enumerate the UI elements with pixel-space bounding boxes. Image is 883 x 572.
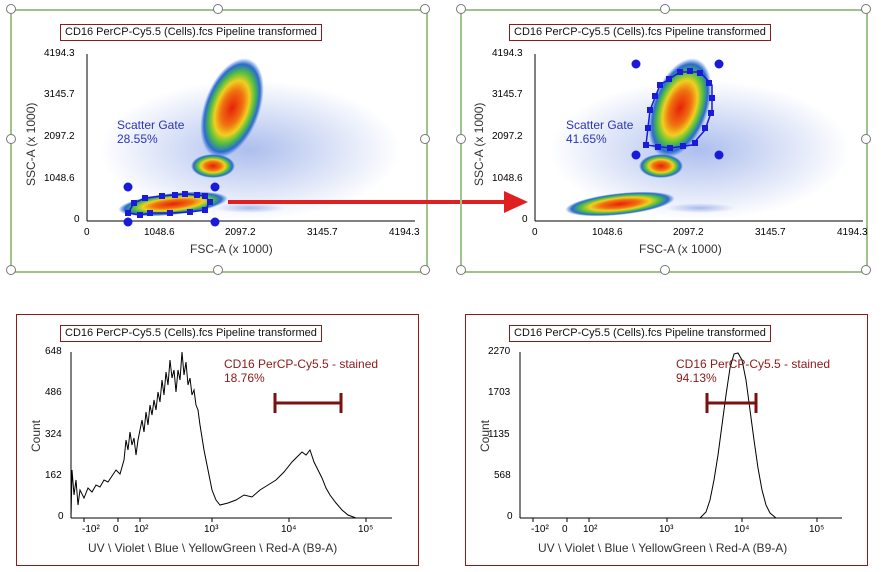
resize-handle[interactable] (861, 265, 871, 275)
x-axis-label: FSC-A (x 1000) (190, 242, 273, 256)
resize-handle[interactable] (6, 134, 16, 144)
y-tick: 1703 (488, 387, 511, 398)
y-axis-label: Count (478, 419, 492, 452)
y-tick: 486 (45, 387, 62, 398)
x-axis-label: FSC-A (x 1000) (639, 242, 722, 256)
y-tick: 162 (45, 470, 62, 481)
x-tick: 10³ (204, 524, 219, 535)
resize-handle[interactable] (456, 265, 466, 275)
resize-handle[interactable] (213, 265, 223, 275)
y-tick: 4194.3 (44, 48, 75, 59)
range-gate-label[interactable]: CD16 PerCP-Cy5.5 - stained 94.13% (676, 357, 830, 385)
y-tick: 1048.6 (44, 173, 75, 184)
y-tick: 0 (507, 511, 513, 522)
gate-label[interactable]: Scatter Gate 28.55% (117, 118, 184, 146)
gate-percent: 41.65% (566, 132, 607, 146)
y-tick: 3145.7 (44, 89, 75, 100)
x-tick: 1048.6 (592, 227, 623, 238)
y-tick: 0 (58, 511, 64, 522)
resize-handle[interactable] (660, 4, 670, 14)
x-tick: 0 (562, 524, 568, 535)
x-tick: 0 (113, 524, 119, 535)
gate-name: Scatter Gate (566, 118, 634, 132)
resize-handle[interactable] (420, 4, 430, 14)
range-gate-percent: 94.13% (676, 371, 717, 385)
range-gate-name: CD16 PerCP-Cy5.5 - stained (676, 357, 831, 371)
x-tick: 0 (532, 227, 538, 238)
resize-handle[interactable] (420, 265, 430, 275)
plot-title: CD16 PerCP-Cy5.5 (Cells).fcs Pipeline tr… (60, 24, 322, 41)
resize-handle[interactable] (861, 4, 871, 14)
resize-handle[interactable] (861, 134, 871, 144)
range-gate-name: CD16 PerCP-Cy5.5 - stained (224, 357, 379, 371)
gate-percent: 28.55% (117, 132, 158, 146)
gate-label[interactable]: Scatter Gate 41.65% (566, 118, 633, 146)
resize-handle[interactable] (456, 4, 466, 14)
x-tick: 10⁵ (358, 524, 374, 535)
plot-title: CD16 PerCP-Cy5.5 (Cells).fcs Pipeline tr… (60, 325, 322, 342)
y-tick: 3145.7 (492, 89, 523, 100)
y-tick: 2270 (488, 346, 511, 357)
x-tick: 3145.7 (307, 227, 338, 238)
x-tick: -10² (531, 524, 549, 535)
y-axis-label: SSC-A (x 1000) (472, 102, 486, 186)
y-tick: 4194.3 (492, 48, 523, 59)
x-tick: 3145.7 (755, 227, 786, 238)
y-tick: 568 (494, 470, 511, 481)
x-tick: 4194.3 (389, 227, 420, 238)
x-tick: 10⁵ (809, 524, 825, 535)
range-gate-label[interactable]: CD16 PerCP-Cy5.5 - stained 18.76% (224, 357, 378, 385)
plot-title: CD16 PerCP-Cy5.5 (Cells).fcs Pipeline tr… (509, 325, 771, 342)
x-tick: 1048.6 (144, 227, 175, 238)
x-tick: 10³ (659, 524, 674, 535)
resize-handle[interactable] (456, 134, 466, 144)
gate-name: Scatter Gate (117, 118, 185, 132)
y-axis-label: Count (29, 419, 43, 452)
y-axis-label: SSC-A (x 1000) (24, 102, 38, 186)
x-tick: 10² (134, 524, 149, 535)
y-tick: 648 (45, 346, 62, 357)
y-tick: 324 (45, 429, 62, 440)
resize-handle[interactable] (660, 265, 670, 275)
x-tick: 10² (583, 524, 598, 535)
y-tick: 0 (74, 214, 80, 225)
x-tick: -10² (82, 524, 100, 535)
histogram-panel-right[interactable] (465, 314, 868, 566)
y-tick: 1048.6 (492, 173, 523, 184)
resize-handle[interactable] (213, 4, 223, 14)
plot-title: CD16 PerCP-Cy5.5 (Cells).fcs Pipeline tr… (509, 24, 771, 41)
resize-handle[interactable] (6, 265, 16, 275)
y-tick: 2097.2 (44, 131, 75, 142)
histogram-panel-left[interactable] (16, 314, 419, 566)
x-tick: 10⁴ (281, 524, 297, 535)
y-tick: 1135 (488, 429, 510, 440)
range-gate-percent: 18.76% (224, 371, 265, 385)
x-axis-label: UV \ Violet \ Blue \ YellowGreen \ Red-A… (538, 541, 788, 555)
x-tick: 4194.3 (837, 227, 868, 238)
x-tick: 10⁴ (734, 524, 750, 535)
x-tick: 2097.2 (673, 227, 704, 238)
resize-handle[interactable] (6, 4, 16, 14)
resize-handle[interactable] (420, 134, 430, 144)
x-tick: 2097.2 (225, 227, 256, 238)
x-tick: 0 (84, 227, 90, 238)
y-tick: 2097.2 (492, 131, 523, 142)
y-tick: 0 (522, 214, 528, 225)
x-axis-label: UV \ Violet \ Blue \ YellowGreen \ Red-A… (88, 541, 338, 555)
